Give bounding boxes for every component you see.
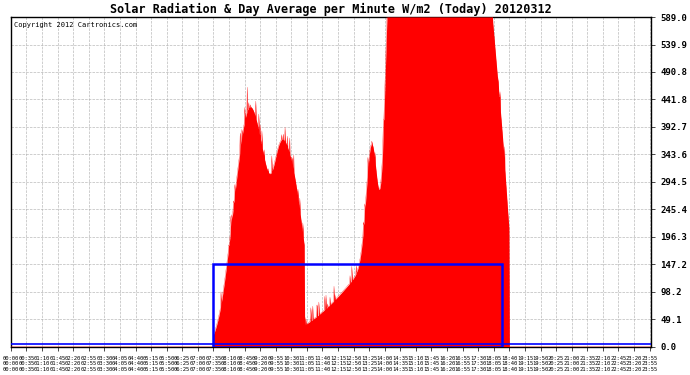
Title: Solar Radiation & Day Average per Minute W/m2 (Today) 20120312: Solar Radiation & Day Average per Minute… — [110, 3, 552, 16]
Text: Copyright 2012 Cartronics.com: Copyright 2012 Cartronics.com — [14, 22, 137, 28]
Bar — [213, 264, 502, 346]
